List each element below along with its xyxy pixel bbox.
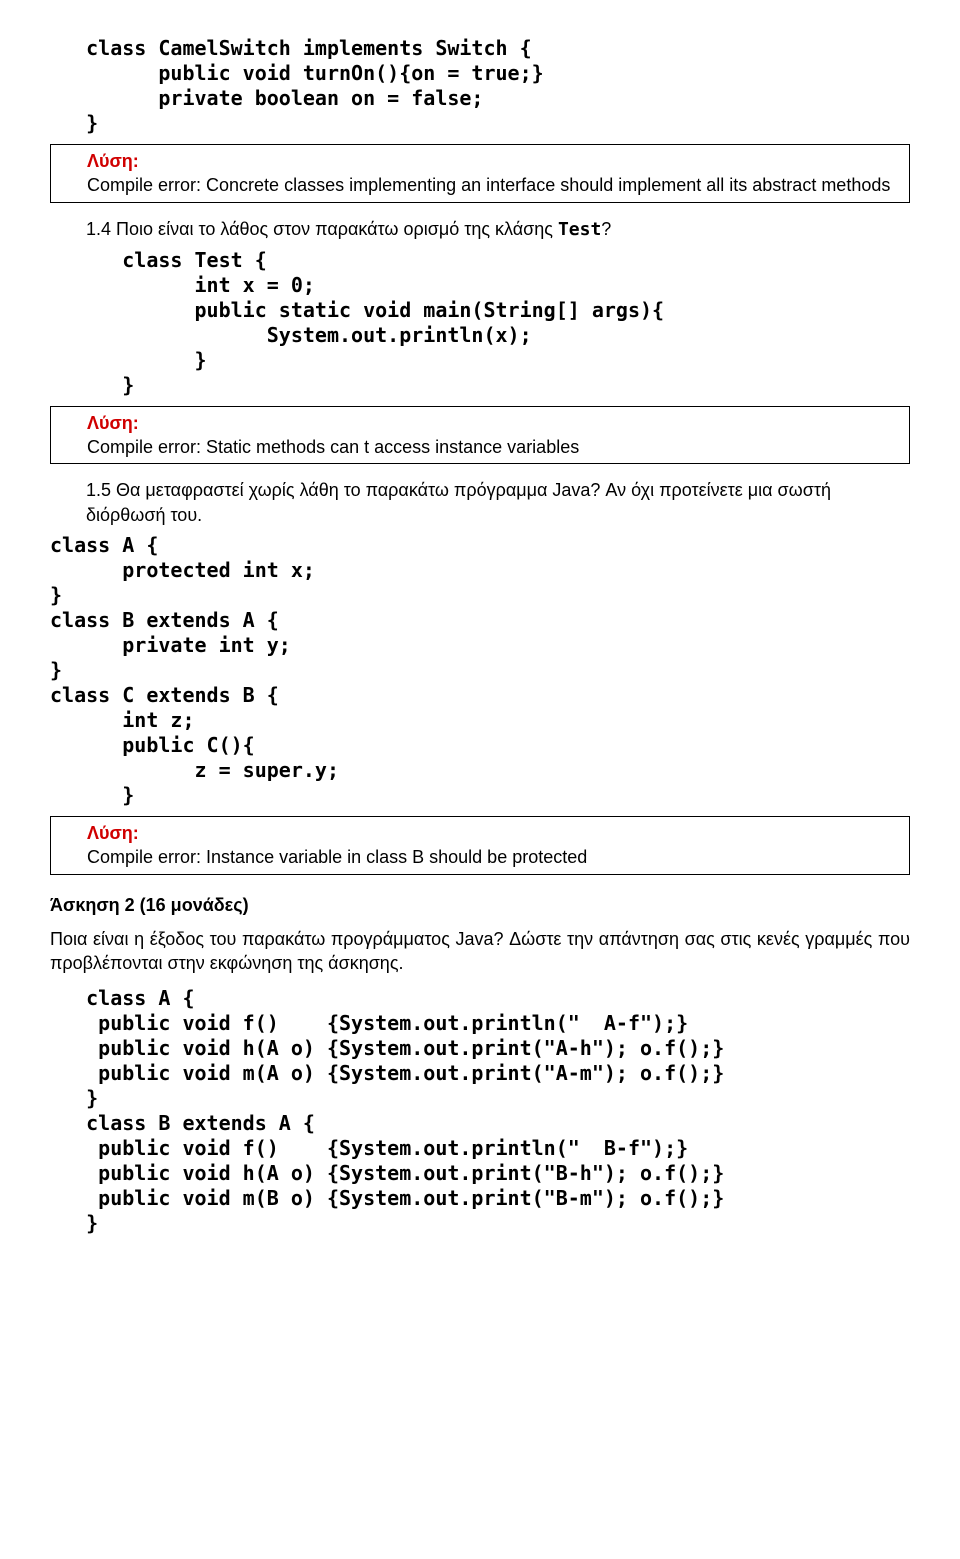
q14-prompt-class: Test xyxy=(558,219,601,240)
q15-code-block: class A { protected int x; } class B ext… xyxy=(50,533,910,808)
q14-solution-box: Λύση: Compile error: Static methods can … xyxy=(50,406,910,465)
q14-solution-label: Λύση: xyxy=(87,413,139,433)
ex2-paragraph: Ποια είναι η έξοδος του παρακάτω προγράμ… xyxy=(50,927,910,976)
q14-solution-text: Compile error: Static methods can t acce… xyxy=(87,437,579,457)
q13-solution-label: Λύση: xyxy=(87,151,139,171)
q14-prompt: 1.4 Ποιο είναι το λάθος στον παρακάτω ορ… xyxy=(50,217,910,242)
q15-prompt: 1.5 Θα μεταφραστεί χωρίς λάθη το παρακάτ… xyxy=(50,478,910,527)
q15-solution-text: Compile error: Instance variable in clas… xyxy=(87,847,587,867)
q15-solution-box: Λύση: Compile error: Instance variable i… xyxy=(50,816,910,875)
q13-solution-text: Compile error: Concrete classes implemen… xyxy=(87,175,890,195)
q15-solution-label: Λύση: xyxy=(87,823,139,843)
q14-prompt-suffix: ? xyxy=(601,219,611,239)
ex2-title: Άσκηση 2 (16 μονάδες) xyxy=(50,893,910,917)
q14-prompt-prefix: 1.4 Ποιο είναι το λάθος στον παρακάτω ορ… xyxy=(86,219,558,239)
ex2-code-block: class A { public void f() {System.out.pr… xyxy=(50,986,910,1236)
q14-code-block: class Test { int x = 0; public static vo… xyxy=(50,248,910,398)
q13-code-block: class CamelSwitch implements Switch { pu… xyxy=(50,36,910,136)
q13-solution-box: Λύση: Compile error: Concrete classes im… xyxy=(50,144,910,203)
